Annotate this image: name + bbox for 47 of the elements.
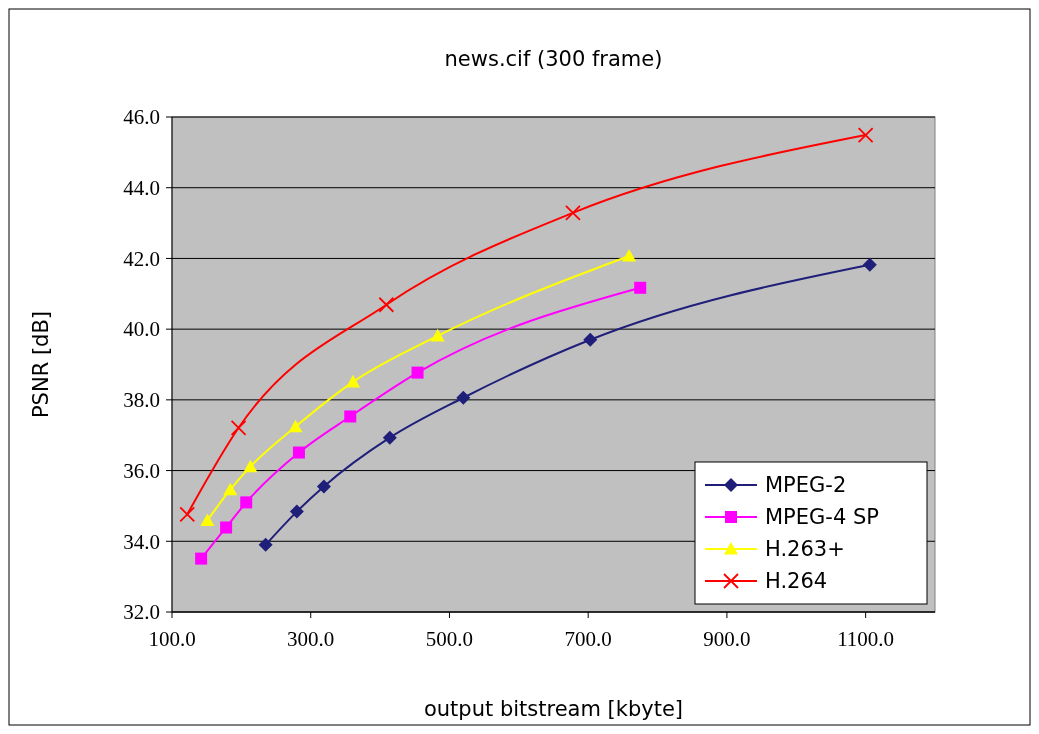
point bbox=[634, 281, 647, 294]
legend-label: MPEG-4 SP bbox=[765, 505, 879, 530]
point bbox=[857, 127, 874, 143]
point bbox=[288, 419, 303, 433]
x-tick-label: 100.0 bbox=[148, 627, 196, 651]
point bbox=[200, 513, 215, 527]
y-tick-label: 40.0 bbox=[123, 317, 160, 342]
y-tick-label: 36.0 bbox=[123, 458, 160, 483]
point bbox=[430, 328, 445, 342]
point bbox=[292, 446, 305, 459]
point bbox=[289, 504, 304, 519]
point bbox=[583, 332, 598, 347]
y-tick-label: 42.0 bbox=[123, 246, 160, 271]
legend-label: H.263+ bbox=[765, 537, 845, 562]
legend-label: MPEG-2 bbox=[765, 473, 847, 498]
x-tick-label: 1100.0 bbox=[837, 627, 895, 651]
point bbox=[243, 459, 258, 473]
point bbox=[240, 496, 253, 509]
y-tick-label: 38.0 bbox=[123, 388, 160, 413]
x-axis-title: output bitstream [kbyte] bbox=[423, 697, 684, 721]
point bbox=[382, 430, 397, 445]
point bbox=[378, 296, 395, 313]
x-tick-label: 700.0 bbox=[564, 627, 612, 651]
y-tick-label: 46.0 bbox=[123, 105, 160, 130]
x-tick-label: 500.0 bbox=[425, 627, 474, 651]
point bbox=[411, 366, 424, 379]
legend-label: H.264 bbox=[765, 569, 828, 594]
point bbox=[456, 390, 471, 405]
y-axis-title: PSNR [dB] bbox=[29, 310, 53, 419]
point bbox=[862, 257, 877, 272]
point bbox=[565, 204, 581, 221]
y-tick-label: 32.0 bbox=[123, 600, 160, 625]
point bbox=[622, 248, 637, 262]
x-tick-label: 300.0 bbox=[287, 627, 335, 651]
y-tick-label: 44.0 bbox=[123, 176, 160, 201]
chart-title: news.cif (300 frame) bbox=[444, 47, 663, 71]
point bbox=[258, 537, 273, 552]
point bbox=[179, 506, 196, 523]
point bbox=[195, 552, 208, 565]
point bbox=[346, 374, 361, 388]
y-tick-label: 34.0 bbox=[123, 529, 160, 554]
point bbox=[344, 410, 357, 423]
point bbox=[223, 482, 238, 496]
point bbox=[316, 479, 331, 494]
x-tick-label: 900.0 bbox=[703, 627, 751, 651]
point bbox=[230, 419, 247, 436]
point bbox=[220, 521, 233, 534]
